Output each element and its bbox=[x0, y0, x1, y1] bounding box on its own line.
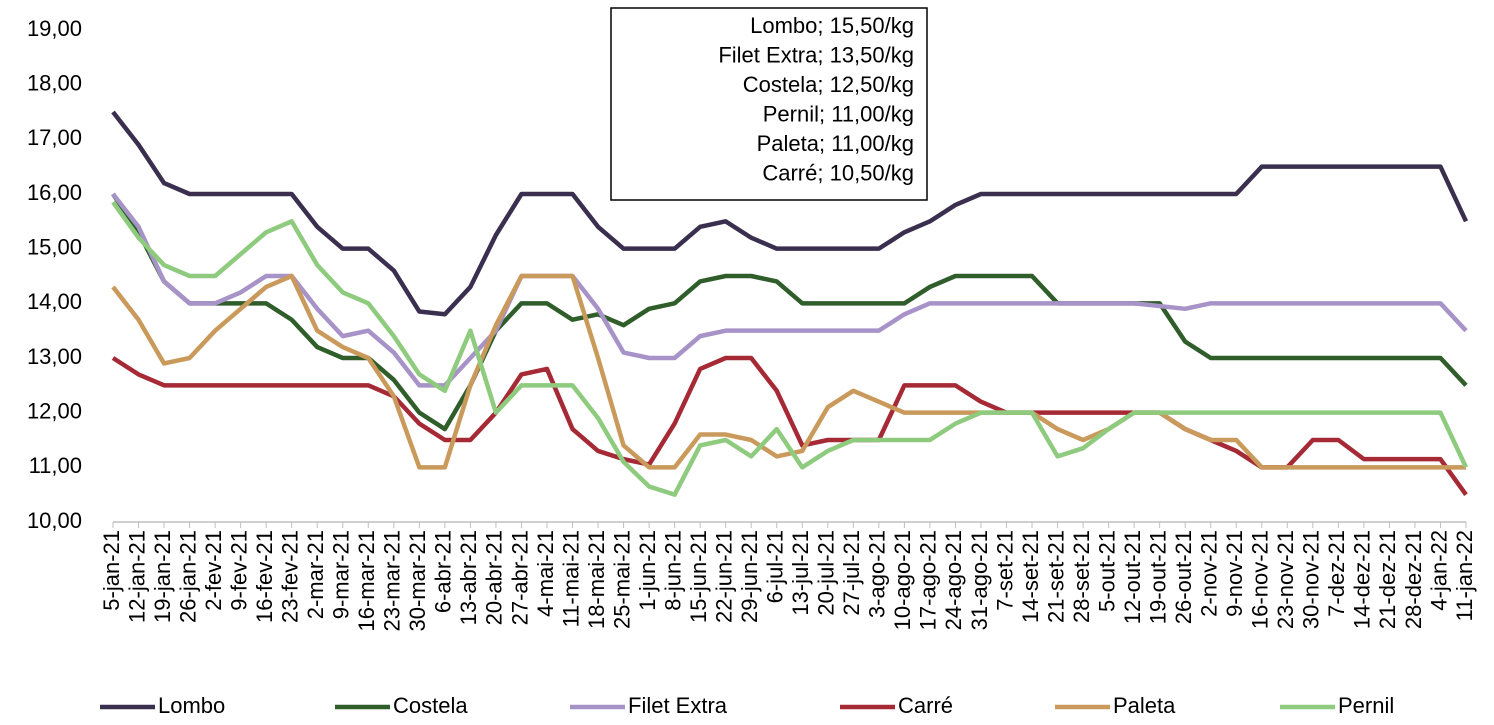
x-tick-label: 14-dez-21 bbox=[1350, 530, 1375, 629]
x-tick-label: 26-jan-21 bbox=[175, 530, 200, 623]
x-tick-label: 2-fev-21 bbox=[201, 530, 226, 611]
x-tick-label: 2-nov-21 bbox=[1197, 530, 1222, 617]
x-tick-label: 4-mai-21 bbox=[533, 530, 558, 617]
x-tick-label: 11-mai-21 bbox=[558, 530, 583, 627]
x-tick-label: 10-ago-21 bbox=[890, 530, 915, 630]
legend-label: Lombo bbox=[158, 693, 225, 718]
x-tick-label: 5-jan-21 bbox=[99, 530, 124, 611]
x-tick-label: 30-mar-21 bbox=[405, 530, 430, 631]
x-tick-label: 27-abr-21 bbox=[507, 530, 532, 625]
x-tick-label: 3-ago-21 bbox=[865, 530, 890, 618]
x-tick-label: 19-out-21 bbox=[1145, 530, 1170, 624]
x-tick-label: 16-nov-21 bbox=[1248, 530, 1273, 629]
x-tick-label: 20-jul-21 bbox=[814, 530, 839, 616]
x-tick-label: 28-dez-21 bbox=[1401, 530, 1426, 629]
y-tick-label: 16,00 bbox=[27, 180, 82, 205]
x-tick-label: 20-abr-21 bbox=[482, 530, 507, 625]
x-tick-label: 31-ago-21 bbox=[967, 530, 992, 630]
x-tick-label: 16-fev-21 bbox=[252, 530, 277, 623]
x-tick-label: 12-out-21 bbox=[1120, 530, 1145, 624]
x-tick-label: 11-jan-22 bbox=[1452, 530, 1477, 621]
x-tick-label: 21-dez-21 bbox=[1375, 530, 1400, 629]
legend-label: Pernil bbox=[1338, 693, 1394, 718]
x-tick-label: 13-abr-21 bbox=[456, 530, 481, 625]
x-tick-label: 24-ago-21 bbox=[941, 530, 966, 630]
legend-label: Paleta bbox=[1113, 693, 1176, 718]
y-tick-label: 18,00 bbox=[27, 70, 82, 95]
x-tick-label: 28-set-21 bbox=[1069, 530, 1094, 623]
x-tick-label: 13-jul-21 bbox=[788, 530, 813, 616]
x-tick-label: 26-out-21 bbox=[1171, 530, 1196, 624]
line-series bbox=[111, 355, 1468, 496]
annotation: Lombo; 15,50/kg bbox=[750, 13, 914, 38]
line-series bbox=[111, 110, 1469, 317]
annotation: Pernil; 11,00/kg bbox=[763, 101, 914, 126]
annotation: Carré; 10,50/kg bbox=[762, 160, 914, 185]
y-tick-label: 13,00 bbox=[27, 344, 82, 369]
x-tick-label: 27-jul-21 bbox=[839, 530, 864, 616]
legend-label: Carré bbox=[898, 693, 953, 718]
annotation-box bbox=[610, 7, 928, 201]
line-series bbox=[111, 200, 1469, 497]
x-tick-label: 23-fev-21 bbox=[278, 530, 303, 623]
x-tick-label: 22-jun-21 bbox=[711, 530, 736, 623]
x-tick-label: 16-mar-21 bbox=[354, 530, 379, 631]
x-tick-label: 14-set-21 bbox=[1018, 530, 1043, 623]
y-tick-label: 10,00 bbox=[27, 508, 82, 533]
y-tick-label: 17,00 bbox=[27, 125, 82, 150]
x-tick-label: 17-ago-21 bbox=[916, 530, 941, 630]
x-tick-label: 7-set-21 bbox=[992, 530, 1017, 611]
line-series bbox=[111, 192, 1468, 388]
x-tick-label: 30-nov-21 bbox=[1299, 530, 1324, 629]
line-series bbox=[111, 273, 1466, 470]
x-tick-label: 23-nov-21 bbox=[1273, 530, 1298, 629]
y-tick-label: 14,00 bbox=[27, 289, 82, 314]
x-tick-label: 19-jan-21 bbox=[150, 530, 175, 623]
x-tick-label: 2-mar-21 bbox=[303, 530, 328, 619]
y-tick-label: 19,00 bbox=[27, 16, 82, 41]
x-tick-label: 18-mai-21 bbox=[584, 530, 609, 629]
x-tick-label: 29-jun-21 bbox=[737, 530, 762, 623]
x-tick-label: 15-jun-21 bbox=[686, 530, 711, 623]
annotation: Filet Extra; 13,50/kg bbox=[718, 42, 914, 67]
legend-label: Filet Extra bbox=[628, 693, 728, 718]
legend-label: Costela bbox=[393, 693, 468, 718]
x-tick-label: 8-jun-21 bbox=[660, 530, 685, 611]
x-tick-label: 23-mar-21 bbox=[380, 530, 405, 631]
y-tick-label: 11,00 bbox=[29, 453, 82, 478]
x-tick-label: 1-jun-21 bbox=[635, 530, 660, 611]
annotation: Costela; 12,50/kg bbox=[743, 72, 914, 97]
annotation: Paleta; 11,00/kg bbox=[757, 131, 914, 156]
x-tick-label: 4-jan-22 bbox=[1426, 530, 1451, 611]
y-tick-label: 12,00 bbox=[27, 398, 82, 423]
x-tick-label: 25-mai-21 bbox=[609, 530, 634, 629]
x-tick-label: 9-mar-21 bbox=[329, 530, 354, 619]
x-tick-label: 9-nov-21 bbox=[1222, 530, 1247, 617]
x-tick-label: 21-set-21 bbox=[1043, 530, 1068, 623]
x-tick-label: 5-out-21 bbox=[1094, 530, 1119, 612]
line-series bbox=[111, 192, 1468, 432]
x-tick-label: 12-jan-21 bbox=[124, 530, 149, 623]
x-tick-label: 7-dez-21 bbox=[1324, 530, 1349, 617]
y-tick-label: 15,00 bbox=[27, 234, 82, 259]
x-tick-label: 9-fev-21 bbox=[226, 530, 251, 611]
x-tick-label: 6-jul-21 bbox=[763, 530, 788, 603]
x-tick-label: 6-abr-21 bbox=[431, 530, 456, 613]
